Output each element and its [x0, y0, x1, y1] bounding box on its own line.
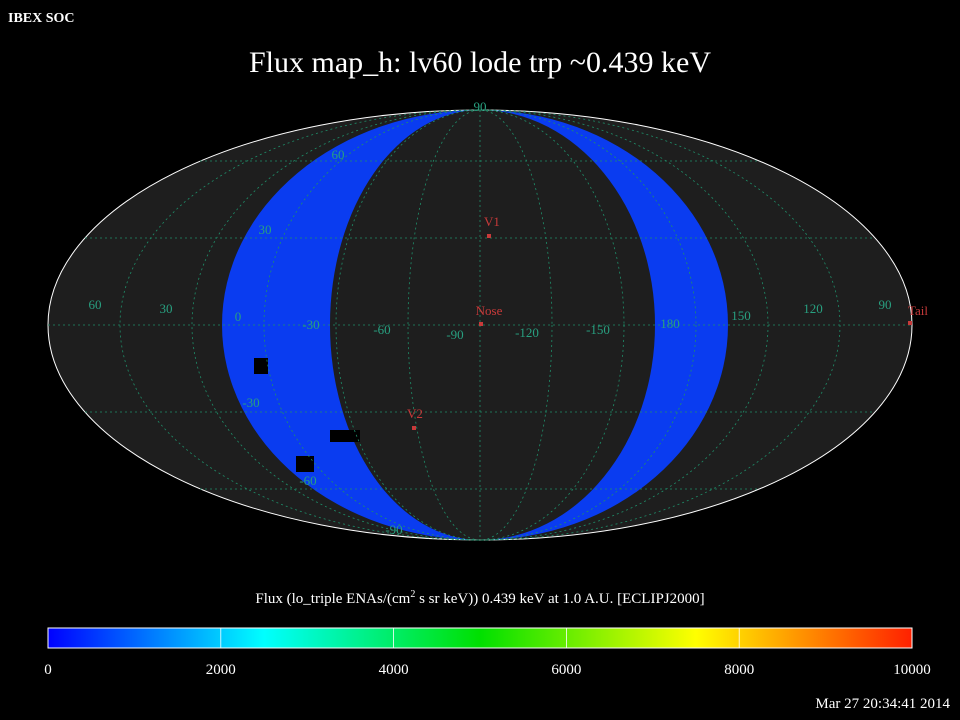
header: IBEX SOC	[8, 11, 75, 26]
colorbar-ticks: 0 2000 4000 6000 8000 10000	[44, 628, 931, 678]
graticule-label: 150	[731, 308, 751, 323]
graticule-label: -60	[373, 322, 390, 337]
graticule-label: 90	[474, 99, 487, 114]
data-gap	[330, 430, 360, 442]
colorbar-title-sup: 2	[410, 589, 415, 600]
graticule-label: -150	[586, 322, 610, 337]
graticule-label: -30	[242, 395, 259, 410]
graticule-label: 60	[332, 147, 345, 162]
graticule-label: -120	[515, 325, 539, 340]
marker-label: V1	[484, 214, 500, 229]
colorbar-title: Flux (lo_triple ENAs/(cm2 s sr keV)) 0.4…	[255, 589, 704, 607]
meridian	[407, 109, 553, 541]
graticule-label: -30	[302, 317, 319, 332]
colorbar-tick-label: 8000	[724, 662, 754, 678]
marker-point	[908, 321, 912, 325]
colorbar-tick-label: 4000	[379, 662, 409, 678]
flux-band-left	[222, 110, 480, 540]
colorbar-title-part: Flux (lo_triple ENAs/(cm	[255, 591, 410, 607]
graticule-label: 120	[803, 301, 823, 316]
marker-point	[412, 426, 416, 430]
graticule-label: 60	[89, 297, 102, 312]
colorbar-tick-label: 2000	[206, 662, 236, 678]
timestamp: Mar 27 20:34:41 2014	[815, 696, 950, 712]
flux-band-right	[480, 110, 728, 540]
marker-label: Tail	[908, 303, 928, 318]
marker-point	[479, 322, 483, 326]
graticule-label: -60	[299, 473, 316, 488]
marker-point	[487, 234, 491, 238]
marker-label: V2	[407, 406, 423, 421]
colorbar-title-part: s sr keV)) 0.439 keV at 1.0 A.U. [ECLIPJ…	[415, 591, 704, 607]
graticule-label: 30	[160, 301, 173, 316]
colorbar-tick-label: 0	[44, 662, 52, 678]
marker-label: Nose	[476, 303, 503, 318]
data-gap	[296, 456, 314, 472]
graticule-label: 90	[879, 297, 892, 312]
data-gap	[254, 358, 268, 374]
graticule-label: 180	[660, 316, 680, 331]
colorbar	[47, 627, 913, 649]
graticule-label: -90	[385, 522, 402, 537]
colorbar-tick-label: 6000	[551, 662, 581, 678]
markers: V1 Nose V2 Tail	[407, 214, 928, 430]
graticule-labels: 60 30 0 -30 -60 -90 -120 -150 180 150 120 90 90 60 30 -…	[89, 99, 892, 537]
map-title: Flux map_h: lv60 lode trp ~0.439 keV	[249, 46, 711, 79]
flux-data	[222, 110, 728, 540]
graticule-label: -90	[446, 327, 463, 342]
colorbar-tick-label: 10000	[893, 662, 931, 678]
graticule-label: 0	[235, 309, 242, 324]
graticule-label: 30	[259, 222, 272, 237]
